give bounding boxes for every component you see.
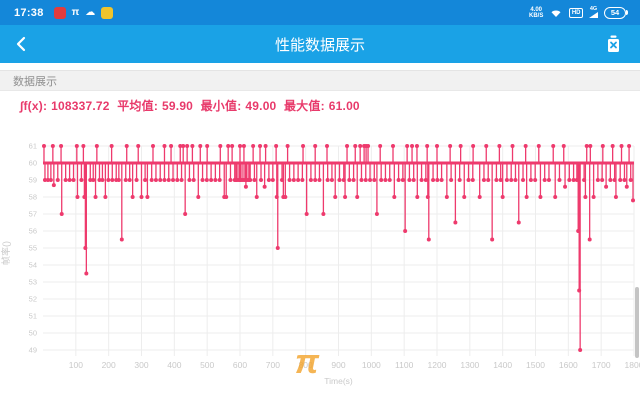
svg-text:900: 900: [331, 360, 345, 370]
svg-text:800: 800: [299, 360, 313, 370]
stats-row: ∫f(x): 108337.72 平均值: 59.90 最小值: 49.00 最大值:…: [20, 97, 640, 114]
svg-text:600: 600: [233, 360, 247, 370]
delete-button[interactable]: [600, 31, 626, 57]
page-title: 性能数据展示: [274, 36, 365, 54]
svg-text:π: π: [295, 343, 320, 381]
wifi-icon: [551, 10, 561, 17]
svg-text:1600: 1600: [559, 360, 578, 370]
svg-text:200: 200: [102, 360, 116, 370]
hd-icon: HD: [569, 7, 583, 18]
pi-tool-icon: π: [71, 7, 80, 18]
signal-icon: 4G: [589, 6, 598, 19]
svg-text:60: 60: [29, 159, 37, 168]
min-value: 49.00: [245, 99, 277, 113]
svg-text:500: 500: [200, 360, 214, 370]
integral-value: 108337.72: [51, 99, 110, 113]
svg-text:700: 700: [266, 360, 280, 370]
svg-text:1500: 1500: [526, 360, 545, 370]
svg-text:51: 51: [29, 312, 37, 321]
svg-text:58: 58: [29, 193, 37, 202]
yellow-app-icon: [101, 6, 114, 19]
avg-label: 平均值:: [117, 99, 159, 113]
svg-text:100: 100: [69, 360, 83, 370]
svg-text:1300: 1300: [460, 360, 479, 370]
svg-text:54: 54: [29, 261, 37, 270]
framerate-chart: 49 50 51 52 53 54 55 56 57 58 59 60 61 100 200 300 400 50…: [0, 125, 640, 401]
svg-text:55: 55: [29, 244, 37, 253]
svg-text:1200: 1200: [428, 360, 447, 370]
max-label: 最大值:: [283, 99, 325, 113]
svg-text:Time(s): Time(s): [324, 376, 353, 386]
svg-text:52: 52: [29, 295, 37, 304]
back-button[interactable]: [14, 31, 40, 57]
min-label: 最小值:: [200, 99, 242, 113]
app-header: 性能数据展示: [0, 25, 640, 63]
svg-text:1100: 1100: [395, 360, 414, 370]
svg-text:1000: 1000: [362, 360, 381, 370]
svg-text:1800: 1800: [625, 360, 640, 370]
red-app-icon: [53, 6, 66, 19]
section-label: 数据展示: [13, 75, 57, 88]
chevron-left-icon: [16, 36, 26, 52]
integral-label: ∫f(x):: [20, 99, 48, 113]
svg-text:300: 300: [134, 360, 148, 370]
svg-text:1700: 1700: [592, 360, 611, 370]
svg-text:49: 49: [29, 346, 37, 355]
max-value: 61.00: [328, 99, 360, 113]
battery-icon: 54: [604, 6, 628, 19]
status-bar: 17:38 π ☁ 4.00 KB/S HD 4G 54: [0, 0, 640, 25]
svg-text:53: 53: [29, 278, 37, 287]
svg-text:59: 59: [29, 176, 37, 185]
avg-value: 59.90: [162, 99, 194, 113]
clock: 17:38: [14, 6, 44, 19]
cloud-icon: ☁: [85, 7, 96, 18]
svg-text:56: 56: [29, 227, 37, 236]
svg-text:57: 57: [29, 210, 37, 219]
svg-text:1400: 1400: [493, 360, 512, 370]
svg-text:帧率(): 帧率(): [0, 241, 11, 265]
svg-text:400: 400: [167, 360, 181, 370]
network-speed: 4.00 KB/S: [528, 6, 544, 19]
vertical-scrollbar[interactable]: [635, 287, 639, 358]
trash-delete-icon: [607, 35, 619, 52]
section-strip: 数据展示: [0, 70, 640, 91]
svg-text:61: 61: [29, 142, 37, 151]
framerate-line-chart: 49 50 51 52 53 54 55 56 57 58 59 60 61 100 200 300 400 50…: [0, 142, 640, 386]
svg-text:50: 50: [29, 329, 37, 338]
